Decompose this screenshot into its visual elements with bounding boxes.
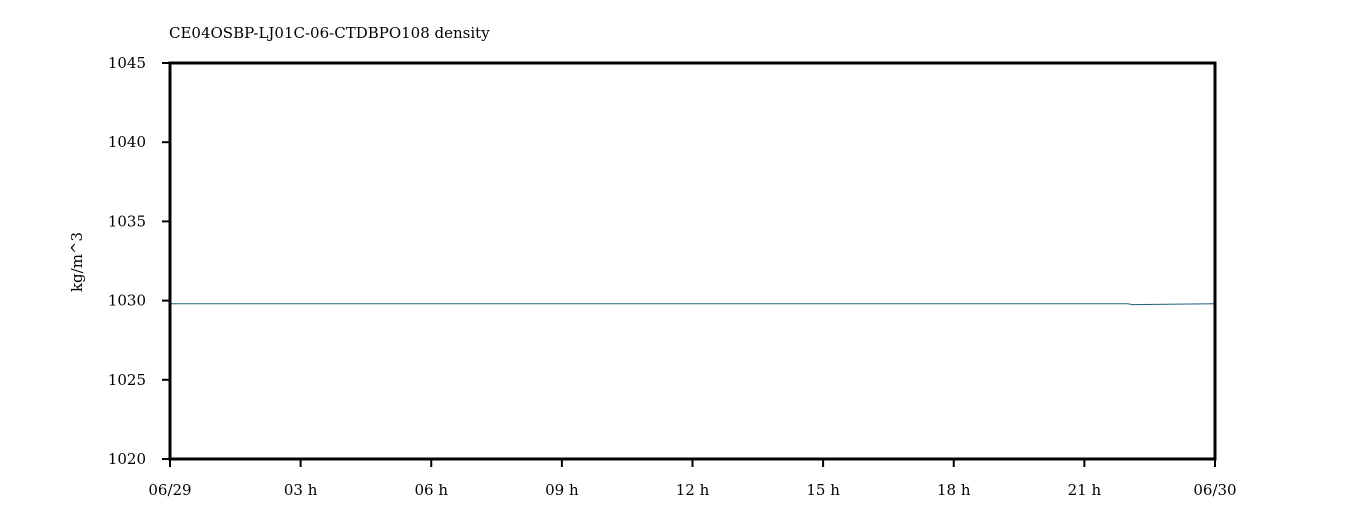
x-tick-label: 09 h	[545, 481, 579, 499]
plot-frame	[168, 61, 1217, 461]
x-tick-label: 15 h	[806, 481, 840, 499]
y-ticks: 1020 1025 1030 1035 1040 1045	[108, 54, 170, 468]
y-tick-label: 1040	[108, 133, 146, 151]
x-tick-label: 06 h	[414, 481, 448, 499]
x-tick-label: 21 h	[1068, 481, 1102, 499]
y-axis-label: kg/m^3	[68, 232, 86, 292]
chart-title: CE04OSBP-LJ01C-06-CTDBPO108 density	[169, 24, 490, 42]
y-tick-label: 1025	[108, 371, 146, 389]
y-tick-label: 1035	[108, 212, 146, 230]
x-tick-label: 18 h	[937, 481, 971, 499]
x-tick-label: 12 h	[676, 481, 710, 499]
x-tick-label: 03 h	[284, 481, 318, 499]
x-tick-label: 06/30	[1193, 481, 1236, 499]
y-tick-label: 1030	[108, 292, 146, 310]
y-tick-label: 1045	[108, 54, 146, 72]
x-ticks: 06/29 03 h 06 h 09 h 12 h 15 h 18 h 21 h 06/30	[148, 459, 1237, 499]
density-series-line	[170, 303, 1216, 306]
x-tick-label: 06/29	[148, 481, 191, 499]
series-layer	[170, 303, 1216, 306]
y-tick-label: 1020	[108, 450, 146, 468]
